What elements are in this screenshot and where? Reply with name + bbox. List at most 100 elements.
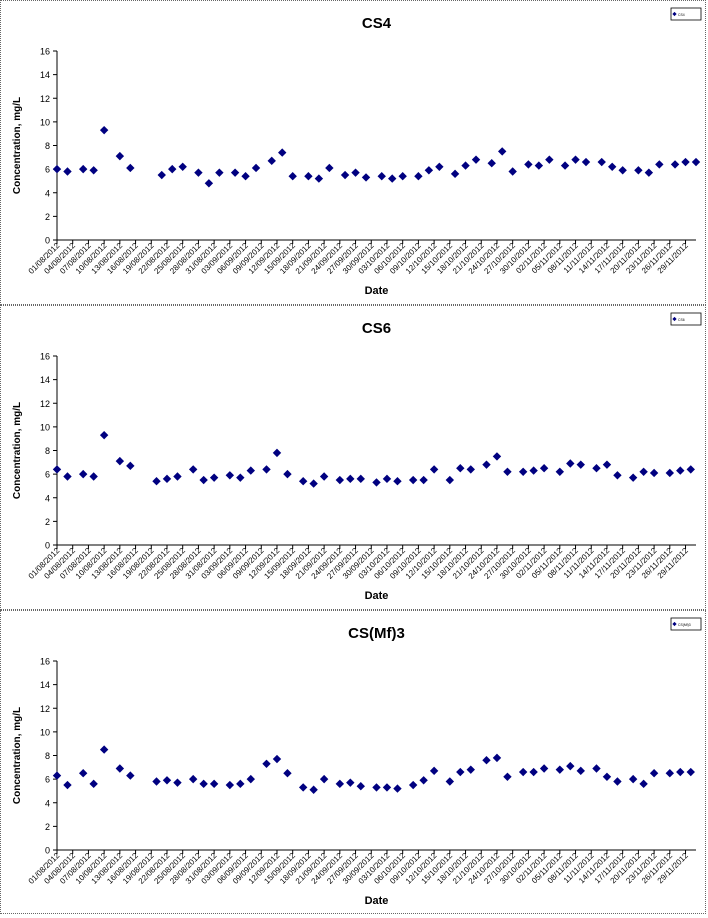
data-point: [628, 774, 638, 784]
data-point: [670, 160, 680, 169]
data-point: [283, 769, 292, 778]
data-point: [173, 472, 182, 481]
data-point: [566, 761, 575, 771]
x-axis-label: Date: [365, 590, 389, 602]
data-point: [408, 780, 418, 790]
data-point: [194, 168, 203, 177]
data-point: [372, 783, 381, 792]
data-point: [99, 745, 109, 754]
legend-label: CS6: [678, 318, 685, 322]
data-point: [634, 166, 643, 175]
data-point: [173, 778, 182, 787]
y-axis-label: Concentration, mg/L: [12, 707, 23, 804]
data-point: [576, 766, 585, 776]
data-point: [209, 779, 219, 789]
data-point: [555, 765, 565, 774]
chart-svg-cs4: CS4 CS4024681012141601/08/201204/08/20120…: [12, 7, 702, 297]
data-point: [429, 465, 439, 474]
data-point: [309, 479, 318, 488]
data-point: [529, 767, 538, 777]
data-point: [382, 783, 392, 792]
data-point: [346, 778, 355, 787]
data-point: [225, 471, 235, 480]
data-point: [529, 466, 538, 475]
data-point: [241, 172, 250, 181]
data-point: [78, 769, 88, 778]
x-axis-label: Date: [365, 895, 389, 907]
data-point: [251, 163, 261, 173]
data-point: [63, 472, 72, 481]
data-point: [676, 767, 685, 777]
y-tick-label: 6: [45, 165, 50, 175]
data-point: [52, 465, 62, 474]
data-point: [325, 163, 334, 173]
data-point: [429, 766, 439, 776]
chart-panel-cs4: CS4 CS4 0 2 4 6 8 10 12 14 16 01/08/2012 04/08/2012 0…: [0, 0, 706, 305]
data-point: [665, 769, 675, 778]
data-point: [492, 753, 502, 763]
data-point: [89, 166, 98, 175]
data-point: [215, 168, 224, 177]
data-point: [283, 469, 292, 479]
data-point: [602, 772, 612, 781]
y-tick-label: 8: [45, 751, 50, 761]
data-point: [639, 467, 648, 476]
data-point: [204, 179, 214, 188]
data-point: [445, 777, 455, 786]
data-point: [445, 475, 455, 485]
data-point: [178, 162, 187, 171]
legend-box: [670, 7, 702, 21]
data-point: [471, 155, 481, 164]
data-point: [126, 461, 135, 471]
data-point: [388, 174, 397, 183]
data-point: [618, 166, 627, 175]
data-point: [424, 166, 434, 175]
legend-label: CS(Mf)3: [678, 623, 691, 627]
y-tick-label: 4: [45, 493, 50, 503]
data-point: [419, 776, 428, 785]
data-point: [126, 771, 135, 780]
data-points: [52, 430, 695, 488]
legend-label: CS4: [678, 13, 685, 17]
y-tick-label: 6: [45, 470, 50, 480]
chart-svg-cs6: CS6 CS6024681012141601/08/201204/08/20120…: [12, 312, 702, 602]
data-point: [592, 764, 601, 773]
chart-title: CS4: [362, 15, 392, 32]
y-tick-label: 12: [40, 94, 50, 104]
data-point: [393, 784, 402, 793]
y-tick-label: 0: [45, 236, 50, 246]
y-tick-label: 16: [40, 352, 50, 362]
data-point: [89, 779, 98, 789]
data-point: [539, 464, 549, 473]
data-point: [419, 475, 428, 485]
data-point: [534, 161, 544, 170]
data-point: [246, 774, 255, 784]
y-tick-label: 16: [40, 657, 50, 667]
data-point: [466, 765, 475, 774]
data-point: [351, 168, 360, 177]
data-point: [393, 477, 402, 486]
data-point: [63, 780, 72, 790]
data-point: [602, 460, 612, 469]
data-point: [157, 170, 166, 180]
y-tick-label: 2: [45, 212, 50, 222]
data-point: [63, 167, 72, 176]
y-tick-label: 10: [40, 117, 50, 127]
data-point: [89, 472, 98, 481]
y-tick-label: 0: [45, 846, 50, 856]
data-point: [649, 468, 659, 478]
data-point: [503, 772, 512, 781]
data-point: [340, 170, 350, 180]
data-point: [230, 168, 240, 177]
data-point: [676, 466, 685, 475]
data-point: [356, 474, 365, 484]
data-point: [52, 771, 62, 780]
data-point: [539, 764, 549, 773]
data-points: [52, 125, 701, 188]
y-axis-label: Concentration, mg/L: [12, 402, 23, 499]
data-point: [304, 172, 313, 181]
data-point: [319, 774, 329, 784]
data-point: [686, 767, 695, 777]
data-point: [518, 767, 528, 777]
